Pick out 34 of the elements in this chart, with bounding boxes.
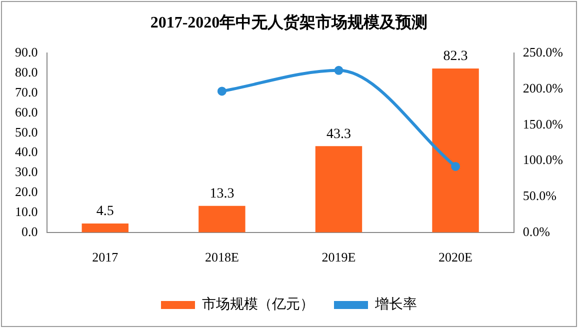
text: 13.3 xyxy=(210,186,234,202)
y2-tick-label: 150.0% xyxy=(522,116,564,132)
y-tick-label: 20.0 xyxy=(15,184,38,199)
y-tick-label: 80.0 xyxy=(15,64,38,80)
y2-tick-label: 100.0% xyxy=(522,152,564,168)
y-tick-label: 50.0 xyxy=(15,124,38,140)
legend-label: 市场规模（亿元） xyxy=(202,296,314,313)
point xyxy=(334,66,344,75)
bar xyxy=(315,146,362,232)
text: 43.3 xyxy=(326,126,351,142)
text: 4.5 xyxy=(96,204,114,220)
y2-tick-label: 200.0% xyxy=(522,80,564,96)
y-tick-label: 40.0 xyxy=(15,144,38,160)
y-tick-label: 30.0 xyxy=(15,164,38,180)
x-tick-label: 2017 xyxy=(92,250,119,265)
bar xyxy=(82,223,129,232)
y2-tick-label: 250.0% xyxy=(522,44,564,60)
y-tick-label: 0.0 xyxy=(22,224,38,239)
point xyxy=(451,162,460,171)
legend-label: 增长率 xyxy=(374,296,417,313)
text: 82.3 xyxy=(443,49,468,64)
y2-tick-label: 50.0% xyxy=(522,188,557,203)
x-tick-label: 2019E xyxy=(322,250,356,265)
x-tick-label: 2020E xyxy=(438,250,473,265)
chart-title: 2017-2020年中无人货架市场规模及预测 xyxy=(150,14,428,32)
x-tick-label: 2018E xyxy=(204,250,239,265)
bar xyxy=(432,68,479,232)
y-tick-label: 60.0 xyxy=(15,104,38,120)
y-tick-label: 10.0 xyxy=(15,204,38,219)
bar xyxy=(198,206,246,232)
y-tick-label: 70.0 xyxy=(15,84,38,100)
point xyxy=(217,86,226,96)
y2-tick-label: 0.0% xyxy=(522,224,550,239)
y-tick-label: 90.0 xyxy=(15,44,38,60)
